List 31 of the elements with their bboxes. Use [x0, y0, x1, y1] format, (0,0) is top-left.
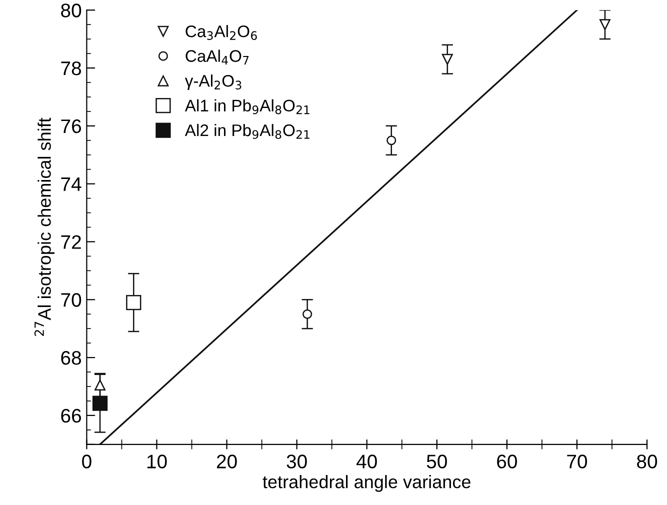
x-tick-label: 20 — [216, 454, 237, 468]
x-axis-title: tetrahedral angle variance — [262, 475, 470, 492]
x-tick-label: 50 — [426, 454, 447, 468]
y-tick-label: 80 — [61, 4, 82, 18]
point — [302, 309, 312, 319]
legend-label: Al1 in Pb$_{9}$Al$_{8}$O$_{21}$ — [184, 99, 310, 114]
point — [386, 136, 396, 146]
x-tick-label: 10 — [147, 454, 167, 468]
y-tick-label: 70 — [61, 293, 82, 307]
legend-label: CaAl$_{4}$O$_{7}$ — [186, 50, 249, 65]
y-tick-label: 66 — [61, 408, 81, 423]
point — [94, 380, 106, 391]
legend-label: Ca$_{3}$Al$_{2}$O$_{6}$ — [186, 25, 257, 40]
y-tick-label: 68 — [61, 351, 82, 365]
x-tick-label: 70 — [567, 454, 588, 468]
y-axis-title: $^{27}$Al isotropic chemical shift — [34, 118, 54, 336]
y-tick-label: 78 — [61, 61, 82, 76]
legend-label: γ-Al$_{2}$O$_{3}$ — [184, 74, 242, 90]
x-tick-label: 0 — [82, 454, 92, 468]
x-tick-label: 40 — [356, 454, 377, 468]
point — [126, 294, 142, 310]
y-tick-label: 72 — [61, 235, 81, 249]
point — [92, 396, 108, 411]
x-tick-label: 30 — [286, 454, 307, 468]
x-tick-label: 80 — [637, 454, 658, 468]
legend-label: Al2 in Pb$_{9}$Al$_{8}$O$_{21}$ — [184, 124, 310, 139]
point — [599, 19, 610, 30]
y-tick-label: 74 — [61, 177, 82, 191]
point — [442, 54, 453, 65]
x-tick-label: 60 — [497, 454, 517, 468]
y-tick-label: 76 — [61, 119, 81, 134]
